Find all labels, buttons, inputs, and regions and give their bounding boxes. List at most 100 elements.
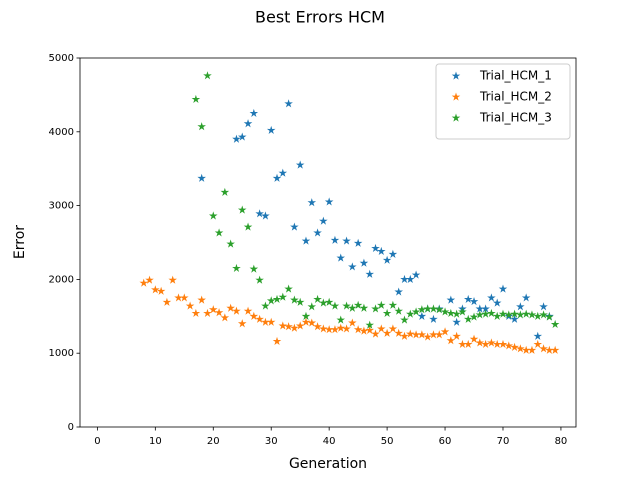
point [313,228,322,237]
x-tick-label: 20 [207,436,220,447]
point [423,332,432,341]
x-tick-label: 30 [265,436,278,447]
point [272,336,282,346]
point [295,297,305,306]
point [365,320,374,329]
point [487,338,496,347]
point [492,298,502,307]
point [336,323,346,332]
point [498,339,508,348]
point [162,297,172,306]
point [261,317,270,326]
point [510,342,519,351]
point [336,253,346,262]
point [313,294,322,303]
point [208,305,218,314]
point [411,270,421,279]
point [411,330,421,339]
point [307,198,317,207]
point [388,249,398,258]
point [417,311,427,320]
point [371,243,380,253]
point [446,336,456,345]
point [266,125,276,134]
point [481,304,490,313]
point [348,262,357,271]
point [336,315,346,324]
point [249,264,259,273]
point [197,122,206,131]
point [203,308,212,317]
point [255,209,264,218]
point [342,236,351,245]
point [307,318,317,327]
point [319,324,328,333]
point [249,311,259,320]
point [400,315,409,324]
point [377,324,386,333]
plot-area [139,71,560,354]
point [406,274,415,284]
point [388,324,398,333]
point [295,321,305,330]
point [475,304,485,313]
point [492,339,502,348]
point [498,309,508,318]
point [382,255,392,264]
point [463,314,473,323]
point [539,302,548,311]
point [440,327,450,336]
point [469,312,479,321]
point [168,275,177,284]
point [214,308,224,317]
point [301,317,311,326]
point [469,297,479,306]
point [353,300,363,309]
point [278,168,288,177]
point [290,222,299,231]
point [185,301,195,310]
point [394,306,403,315]
point [145,275,154,284]
point [266,317,276,326]
point [359,303,369,312]
axes-frame [79,57,577,428]
point [382,308,392,317]
point [377,246,386,255]
point [446,295,456,304]
point [469,334,479,343]
point [290,323,299,332]
point [510,314,519,323]
point [243,119,253,128]
point [278,321,288,330]
point [377,300,386,309]
point [139,278,149,287]
point [191,94,201,103]
point [208,211,218,220]
legend-marker [451,113,461,122]
point [550,345,560,354]
point [197,295,206,304]
point [516,302,525,311]
point [406,309,415,318]
point [255,275,264,284]
point [458,339,467,348]
legend-marker [451,92,461,101]
point [545,312,554,321]
point [516,310,525,319]
point [504,341,514,350]
point [463,294,473,303]
point [174,293,183,302]
point [261,301,270,310]
y-tick-label: 4000 [49,127,74,138]
point [301,236,311,245]
point [539,310,548,319]
legend-label: Trial_HCM_1 [479,69,552,83]
point [417,330,427,339]
point [382,328,392,337]
point [550,319,560,329]
point [272,294,282,303]
point [330,235,340,244]
y-axis-label: Error [12,225,28,259]
